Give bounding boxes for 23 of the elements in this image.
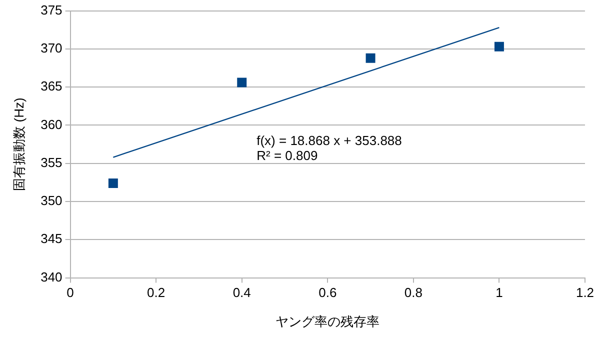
annotation: R² = 0.809 bbox=[256, 148, 318, 164]
x-tick-label: 0 bbox=[66, 285, 74, 300]
x-tick-label: 1 bbox=[496, 285, 503, 300]
x-tick-label: 0.8 bbox=[404, 285, 422, 300]
x-tick-label: 0.4 bbox=[232, 285, 251, 300]
x-tick-label: 1.2 bbox=[576, 285, 594, 300]
y-tick-label: 370 bbox=[40, 40, 62, 56]
y-tick-label: 340 bbox=[40, 269, 62, 284]
x-tick-label: 0.2 bbox=[147, 285, 166, 300]
annotation: f(x) = 18.868 x + 353.888 bbox=[256, 133, 402, 148]
point bbox=[366, 53, 376, 63]
x-tick-label: 0.6 bbox=[318, 285, 337, 300]
y-axis-title: 固有振動数 (Hz) bbox=[11, 98, 26, 191]
x-axis-title: ヤング率の残存率 bbox=[276, 314, 380, 329]
point bbox=[237, 78, 247, 88]
y-tick-label: 365 bbox=[40, 78, 62, 94]
y-tick-label: 350 bbox=[40, 193, 62, 208]
y-tick-label: 355 bbox=[40, 154, 62, 170]
point bbox=[108, 178, 118, 188]
y-tick-label: 375 bbox=[40, 2, 62, 18]
y-tick-label: 345 bbox=[40, 231, 62, 246]
y-tick-label: 360 bbox=[40, 116, 62, 132]
point bbox=[494, 42, 504, 52]
